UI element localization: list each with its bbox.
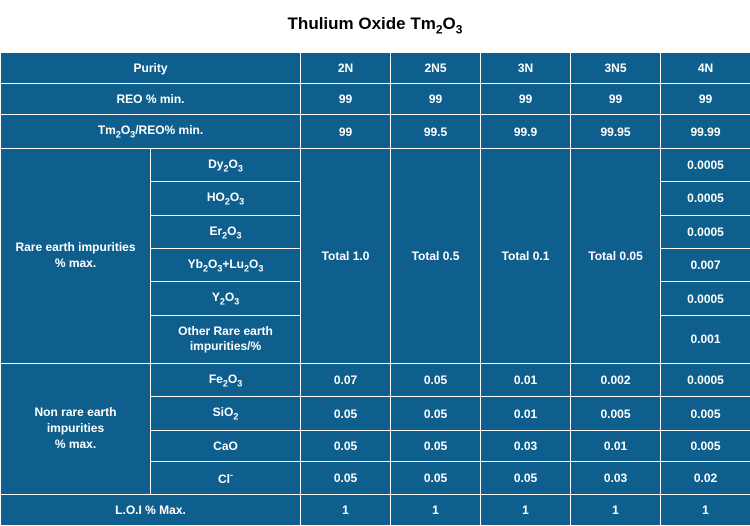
- row-nre-fe: Non rare earth impurities% max. Fe2O3 0.…: [1, 363, 750, 396]
- re-total-2n: Total 1.0: [301, 148, 391, 363]
- nre-sio2-v2: 0.01: [481, 397, 571, 430]
- loi-v3: 1: [571, 494, 661, 525]
- tmreo-v3: 99.95: [571, 115, 661, 148]
- row-purity-header: Purity 2N 2N5 3N 3N5 4N: [1, 53, 750, 84]
- nre-fe-v4: 0.0005: [661, 363, 750, 396]
- re-yblu-label: Yb2O3+Lu2O3: [151, 248, 301, 281]
- col-2n5: 2N5: [391, 53, 481, 84]
- nre-fe-v1: 0.05: [391, 363, 481, 396]
- re-group-label: Rare earth impurities% max.: [1, 148, 151, 363]
- nre-sio2-label: SiO2: [151, 397, 301, 430]
- nre-group-label: Non rare earth impurities% max.: [1, 363, 151, 494]
- tmreo-v1: 99.5: [391, 115, 481, 148]
- nre-cao-v3: 0.01: [571, 430, 661, 461]
- reo-v3: 99: [571, 84, 661, 115]
- nre-cl-label: Cl-: [151, 461, 301, 494]
- loi-v4: 1: [661, 494, 750, 525]
- re-dy-label: Dy2O3: [151, 148, 301, 181]
- loi-v1: 1: [391, 494, 481, 525]
- spec-table: Purity 2N 2N5 3N 3N5 4N REO % min. 99 99…: [0, 52, 750, 525]
- col-3n5: 3N5: [571, 53, 661, 84]
- reo-label: REO % min.: [1, 84, 301, 115]
- col-4n: 4N: [661, 53, 750, 84]
- page-title: Thulium Oxide Tm2O3: [0, 0, 750, 52]
- nre-sio2-v3: 0.005: [571, 397, 661, 430]
- row-reo: REO % min. 99 99 99 99 99: [1, 84, 750, 115]
- reo-v1: 99: [391, 84, 481, 115]
- re-ho-label: HO2O3: [151, 182, 301, 215]
- loi-label: L.O.I % Max.: [1, 494, 301, 525]
- row-re-dy: Rare earth impurities% max. Dy2O3 Total …: [1, 148, 750, 181]
- re-total-3n: Total 0.1: [481, 148, 571, 363]
- re-other-4n: 0.001: [661, 315, 750, 363]
- col-3n: 3N: [481, 53, 571, 84]
- nre-cao-v2: 0.03: [481, 430, 571, 461]
- nre-cao-v1: 0.05: [391, 430, 481, 461]
- col-2n: 2N: [301, 53, 391, 84]
- title-text: Thulium Oxide Tm: [288, 14, 436, 33]
- row-tmreo: Tm2O3/REO% min. 99 99.5 99.9 99.95 99.99: [1, 115, 750, 148]
- row-loi: L.O.I % Max. 1 1 1 1 1: [1, 494, 750, 525]
- nre-sio2-v4: 0.005: [661, 397, 750, 430]
- nre-cl-v4: 0.02: [661, 461, 750, 494]
- title-mid: O: [443, 14, 456, 33]
- nre-cl-v1: 0.05: [391, 461, 481, 494]
- re-er-label: Er2O3: [151, 215, 301, 248]
- re-ho-4n: 0.0005: [661, 182, 750, 215]
- nre-cl-v2: 0.05: [481, 461, 571, 494]
- loi-v2: 1: [481, 494, 571, 525]
- nre-fe-v3: 0.002: [571, 363, 661, 396]
- title-sub2: 3: [456, 22, 463, 36]
- nre-sio2-v0: 0.05: [301, 397, 391, 430]
- reo-v2: 99: [481, 84, 571, 115]
- re-other-label: Other Rare earthimpurities/%: [151, 315, 301, 363]
- reo-v0: 99: [301, 84, 391, 115]
- nre-cl-v0: 0.05: [301, 461, 391, 494]
- tmreo-v0: 99: [301, 115, 391, 148]
- nre-cao-v0: 0.05: [301, 430, 391, 461]
- re-total-2n5: Total 0.5: [391, 148, 481, 363]
- nre-cao-label: CaO: [151, 430, 301, 461]
- re-y-4n: 0.0005: [661, 282, 750, 315]
- re-yblu-4n: 0.007: [661, 248, 750, 281]
- reo-v4: 99: [661, 84, 750, 115]
- nre-sio2-v1: 0.05: [391, 397, 481, 430]
- nre-fe-label: Fe2O3: [151, 363, 301, 396]
- purity-label: Purity: [1, 53, 301, 84]
- nre-cao-v4: 0.005: [661, 430, 750, 461]
- nre-fe-v0: 0.07: [301, 363, 391, 396]
- title-sub1: 2: [436, 22, 443, 36]
- re-y-label: Y2O3: [151, 282, 301, 315]
- nre-fe-v2: 0.01: [481, 363, 571, 396]
- loi-v0: 1: [301, 494, 391, 525]
- tmreo-v4: 99.99: [661, 115, 750, 148]
- re-dy-4n: 0.0005: [661, 148, 750, 181]
- nre-cl-v3: 0.03: [571, 461, 661, 494]
- tmreo-label: Tm2O3/REO% min.: [1, 115, 301, 148]
- re-er-4n: 0.0005: [661, 215, 750, 248]
- tmreo-v2: 99.9: [481, 115, 571, 148]
- re-total-3n5: Total 0.05: [571, 148, 661, 363]
